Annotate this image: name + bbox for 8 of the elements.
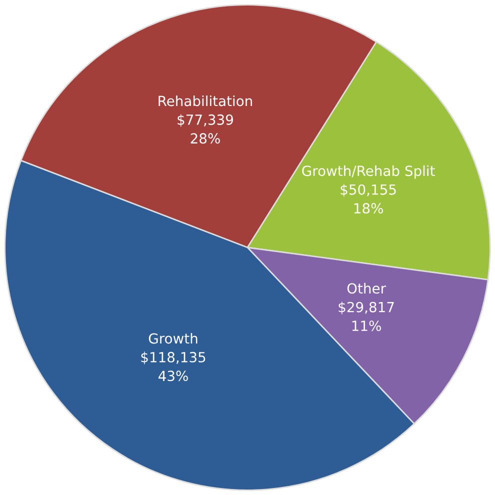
slice-label: Rehabilitation: [158, 95, 252, 106]
slice-label: Growth/Rehab Split: [302, 165, 435, 179]
data-label: $77,339 28%: [178, 114, 233, 144]
slice-label: Growth: [148, 332, 198, 344]
slice-label: Other: [347, 282, 386, 294]
data-label: $118,135 43%: [141, 352, 206, 382]
data-label: $29,817 11%: [338, 302, 394, 332]
data-label: $50,155 18%: [340, 184, 396, 214]
